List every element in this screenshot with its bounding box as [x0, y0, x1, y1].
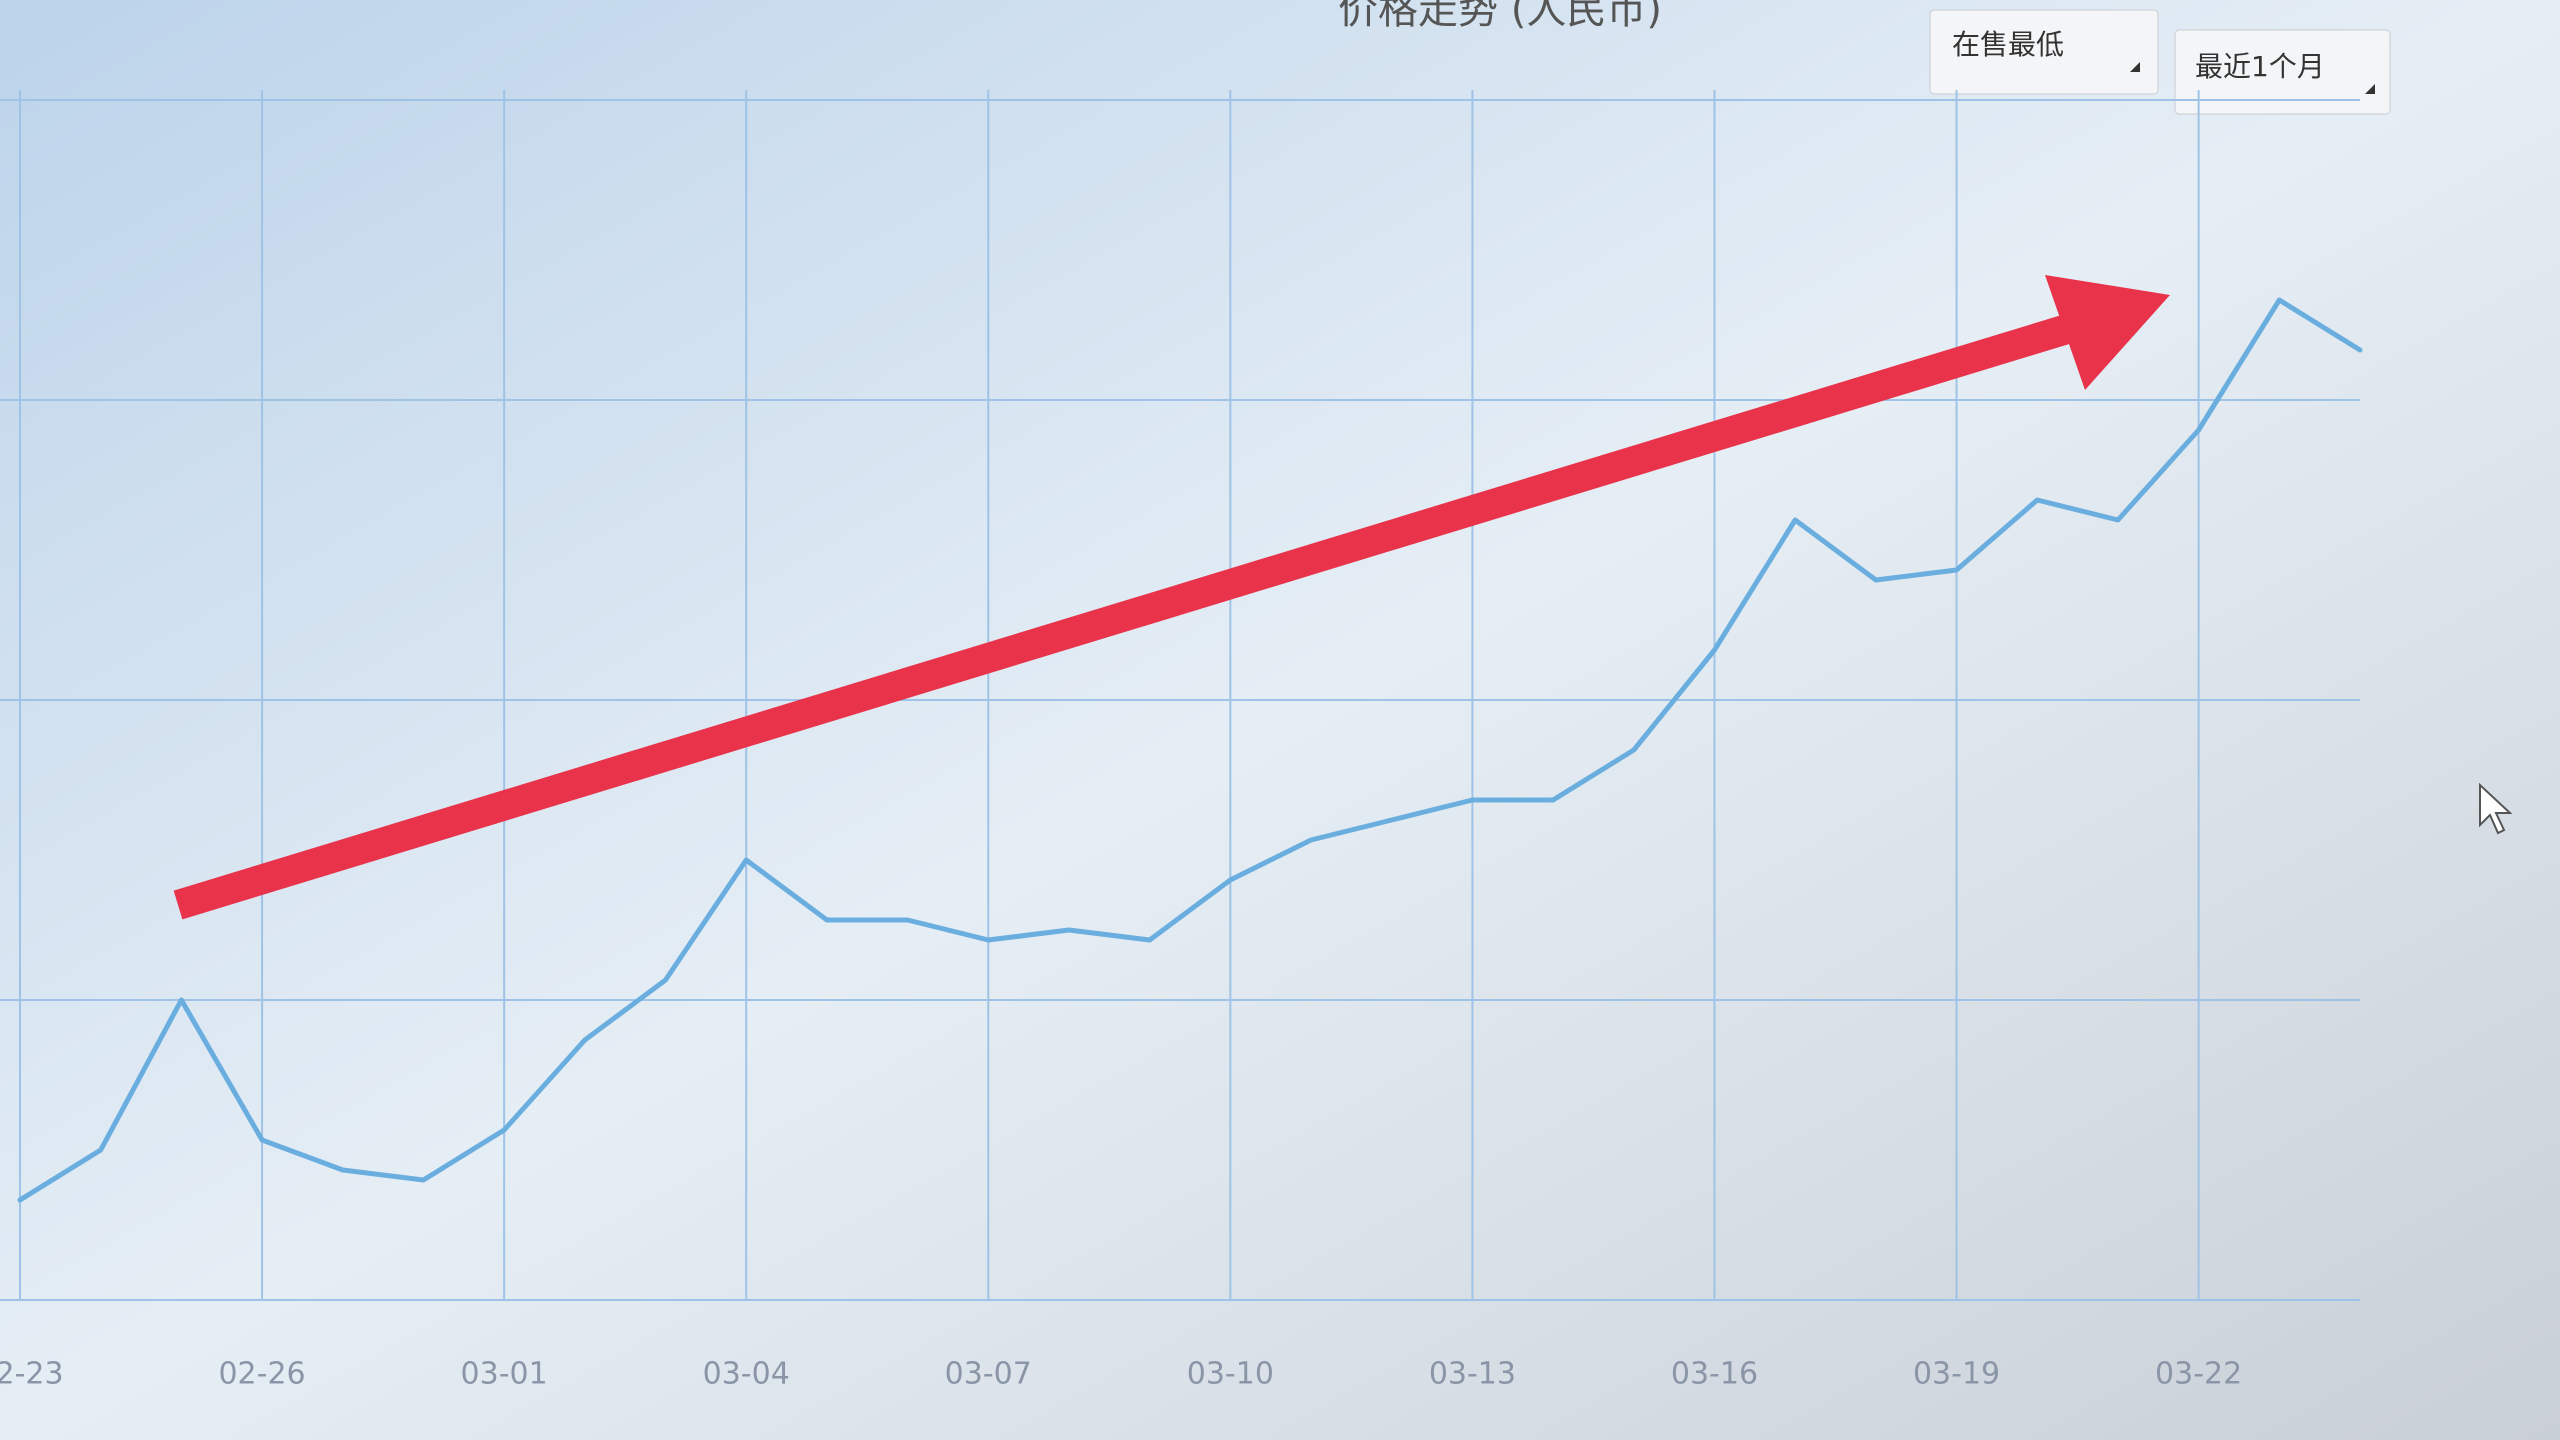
x-tick-label: 02-23	[0, 1357, 64, 1392]
x-tick-label: 03-13	[1429, 1357, 1516, 1392]
dropdown[interactable]: 在售最低	[1929, 9, 2159, 95]
x-tick-label: 03-22	[2155, 1357, 2242, 1392]
chart-title: 价格走势 (人民币)	[1338, 0, 1662, 33]
x-tick-label: 03-19	[1913, 1357, 2000, 1392]
dropdown-label[interactable]: 在售最低	[1952, 28, 2064, 61]
trend-arrow	[173, 275, 2170, 920]
dropdown-caret	[2365, 84, 2375, 94]
arrow-head	[2045, 275, 2170, 390]
dropdown[interactable]: 最近1个月	[2174, 29, 2391, 115]
x-tick-label: 03-07	[945, 1357, 1032, 1392]
dropdown-caret	[2130, 62, 2140, 72]
x-tick-label: 02-26	[218, 1357, 305, 1392]
x-tick-label: 03-04	[703, 1357, 790, 1392]
price-line	[17, 297, 2363, 1203]
mouse-cursor	[2479, 782, 2513, 835]
dropdown-label[interactable]: 最近1个月	[2195, 50, 2325, 83]
dropdown-box[interactable]	[1929, 9, 2159, 95]
x-tick-label: 03-01	[461, 1357, 548, 1392]
arrow-shaft	[173, 307, 2095, 920]
dropdown-box[interactable]	[2174, 29, 2391, 115]
x-tick-label: 03-16	[1671, 1357, 1758, 1392]
x-tick-label: 03-10	[1187, 1357, 1274, 1392]
plot-area: 02-23 02-26 03-01 03-04 03-07 03-10 03-13 03-16…	[0, 90, 2363, 1392]
